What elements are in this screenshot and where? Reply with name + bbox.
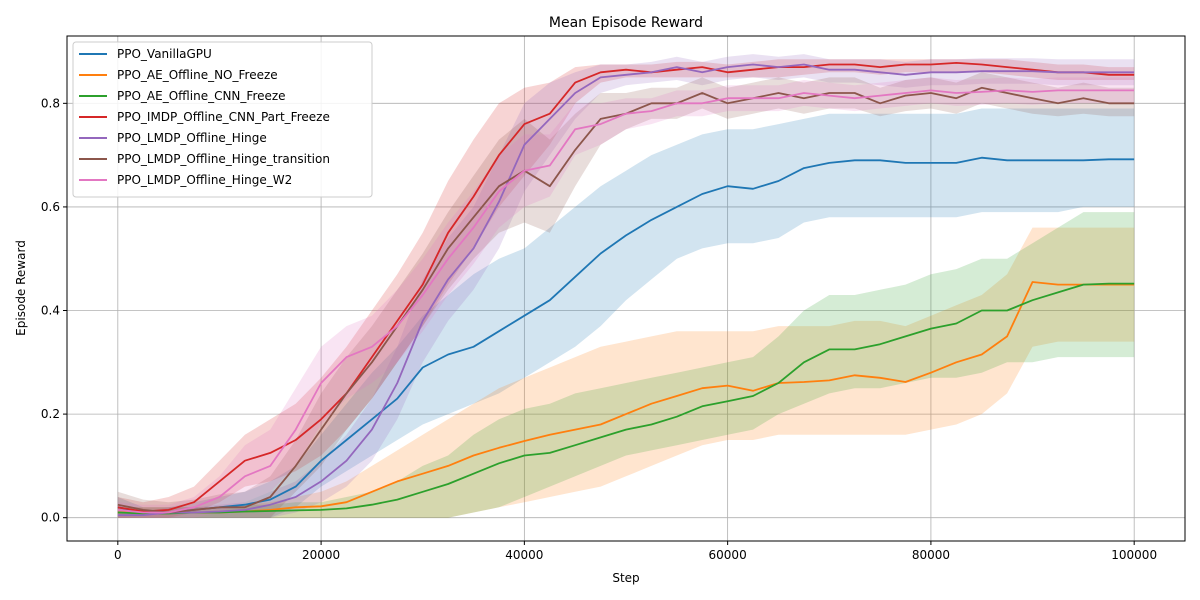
series-line-ppo-imdp-offline-cnn-part-freeze [117, 62, 1135, 513]
chart-title: Mean Episode Reward [549, 15, 703, 31]
series-line-ppo-ae-offline-no-freeze [117, 281, 1135, 514]
x-tick-label: 40000 [505, 548, 543, 562]
band-ppo-lmdp-offline-hinge [117, 54, 1135, 518]
band-ppo-ae-offline-cnn-freeze [117, 212, 1135, 518]
series-line-ppo-ae-offline-cnn-freeze [117, 282, 1135, 515]
grid-lines [67, 36, 1185, 541]
y-tick-label: 0.0 [41, 511, 60, 525]
legend-label-ppo-ae-offline-no-freeze: PPO_AE_Offline_NO_Freeze [117, 68, 278, 82]
x-tick-label: 0 [114, 548, 122, 562]
plot-frame [66, 35, 1186, 542]
legend-label-ppo-lmdp-offline-hinge: PPO_LMDP_Offline_Hinge [117, 131, 267, 145]
legend-label-ppo-vanillagpu: PPO_VanillaGPU [117, 47, 212, 61]
series-line-ppo-lmdp-offline-hinge [117, 63, 1135, 516]
x-tick-label: 60000 [709, 548, 747, 562]
y-tick-label: 0.2 [41, 407, 60, 421]
band-ppo-vanillagpu [117, 108, 1135, 518]
x-tick-label: 20000 [302, 548, 340, 562]
y-tick-label: 0.6 [41, 200, 60, 214]
x-tick-label: 80000 [912, 548, 950, 562]
confidence-bands [117, 54, 1135, 518]
y-tick-label: 0.8 [41, 96, 60, 110]
band-ppo-imdp-offline-cnn-part-freeze [117, 59, 1135, 518]
legend-label-ppo-lmdp-offline-hinge-w2: PPO_LMDP_Offline_Hinge_W2 [117, 173, 292, 187]
y-axis-label: Episode Reward [14, 240, 28, 336]
series-lines [117, 62, 1135, 516]
legend-label-ppo-ae-offline-cnn-freeze: PPO_AE_Offline_CNN_Freeze [117, 89, 286, 103]
legend-box [72, 41, 373, 198]
series-line-ppo-vanillagpu [117, 156, 1135, 514]
x-tick-label: 100000 [1111, 548, 1157, 562]
legend-label-ppo-lmdp-offline-hinge-transition: PPO_LMDP_Offline_Hinge_transition [117, 152, 330, 166]
series-line-ppo-lmdp-offline-hinge-w2 [117, 89, 1135, 514]
y-tick-label: 0.4 [41, 304, 60, 318]
legend-label-ppo-imdp-offline-cnn-part-freeze: PPO_IMDP_Offline_CNN_Part_Freeze [117, 110, 330, 124]
x-axis-label: Step [612, 571, 639, 585]
axis-ticks: 0 20000 40000 60000 80000 100000 0.0 0.2 0.4 0.6 0… [41, 96, 1157, 562]
legend: PPO_VanillaGPU PPO_AE_Offline_NO_Freeze PP… [72, 41, 373, 198]
band-ppo-ae-offline-no-freeze [117, 227, 1135, 518]
